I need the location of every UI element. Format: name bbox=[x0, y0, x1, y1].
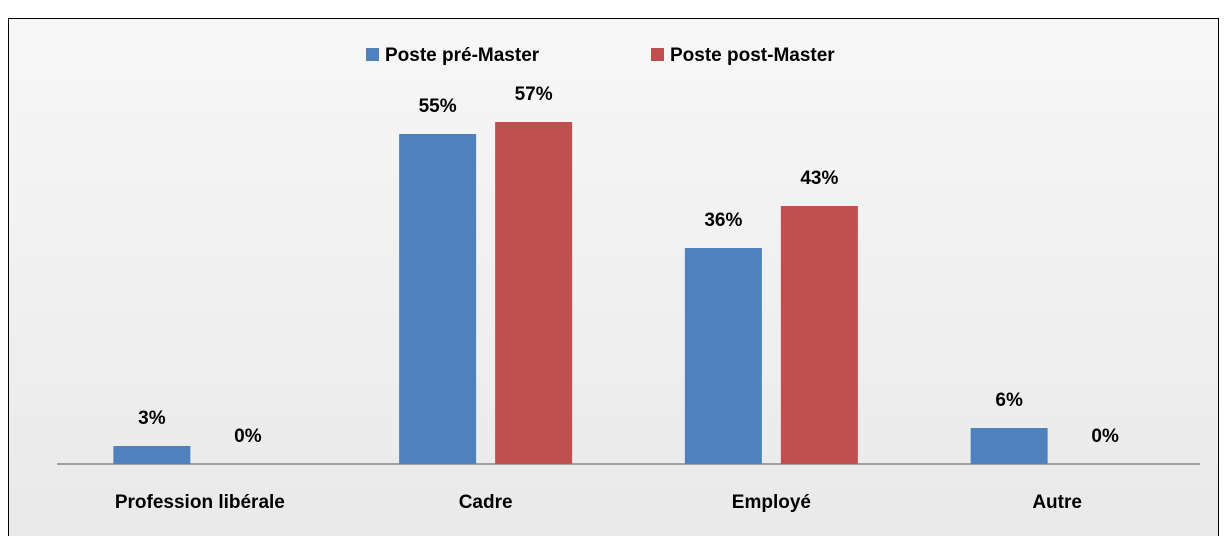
bar bbox=[495, 122, 573, 464]
value-label: 57% bbox=[515, 84, 553, 105]
value-label: 43% bbox=[800, 168, 838, 189]
x-tick-label: Profession libérale bbox=[115, 492, 285, 513]
x-tick-label: Autre bbox=[1032, 492, 1082, 513]
legend-swatch bbox=[651, 48, 664, 61]
legend-swatch bbox=[366, 48, 379, 61]
value-label: 0% bbox=[234, 426, 262, 447]
bar bbox=[780, 206, 858, 464]
legend-label: Poste pré-Master bbox=[385, 45, 540, 66]
value-label: 6% bbox=[995, 390, 1023, 411]
value-label: 3% bbox=[138, 408, 166, 429]
value-label: 55% bbox=[419, 96, 457, 117]
x-tick-label: Employé bbox=[732, 492, 811, 513]
bar bbox=[684, 248, 762, 464]
value-label: 36% bbox=[704, 210, 742, 231]
bar bbox=[113, 446, 191, 464]
x-tick-label: Cadre bbox=[459, 492, 513, 513]
bar bbox=[399, 134, 477, 464]
legend-label: Poste post-Master bbox=[670, 45, 835, 66]
bar bbox=[970, 428, 1048, 464]
value-label: 0% bbox=[1091, 426, 1119, 447]
